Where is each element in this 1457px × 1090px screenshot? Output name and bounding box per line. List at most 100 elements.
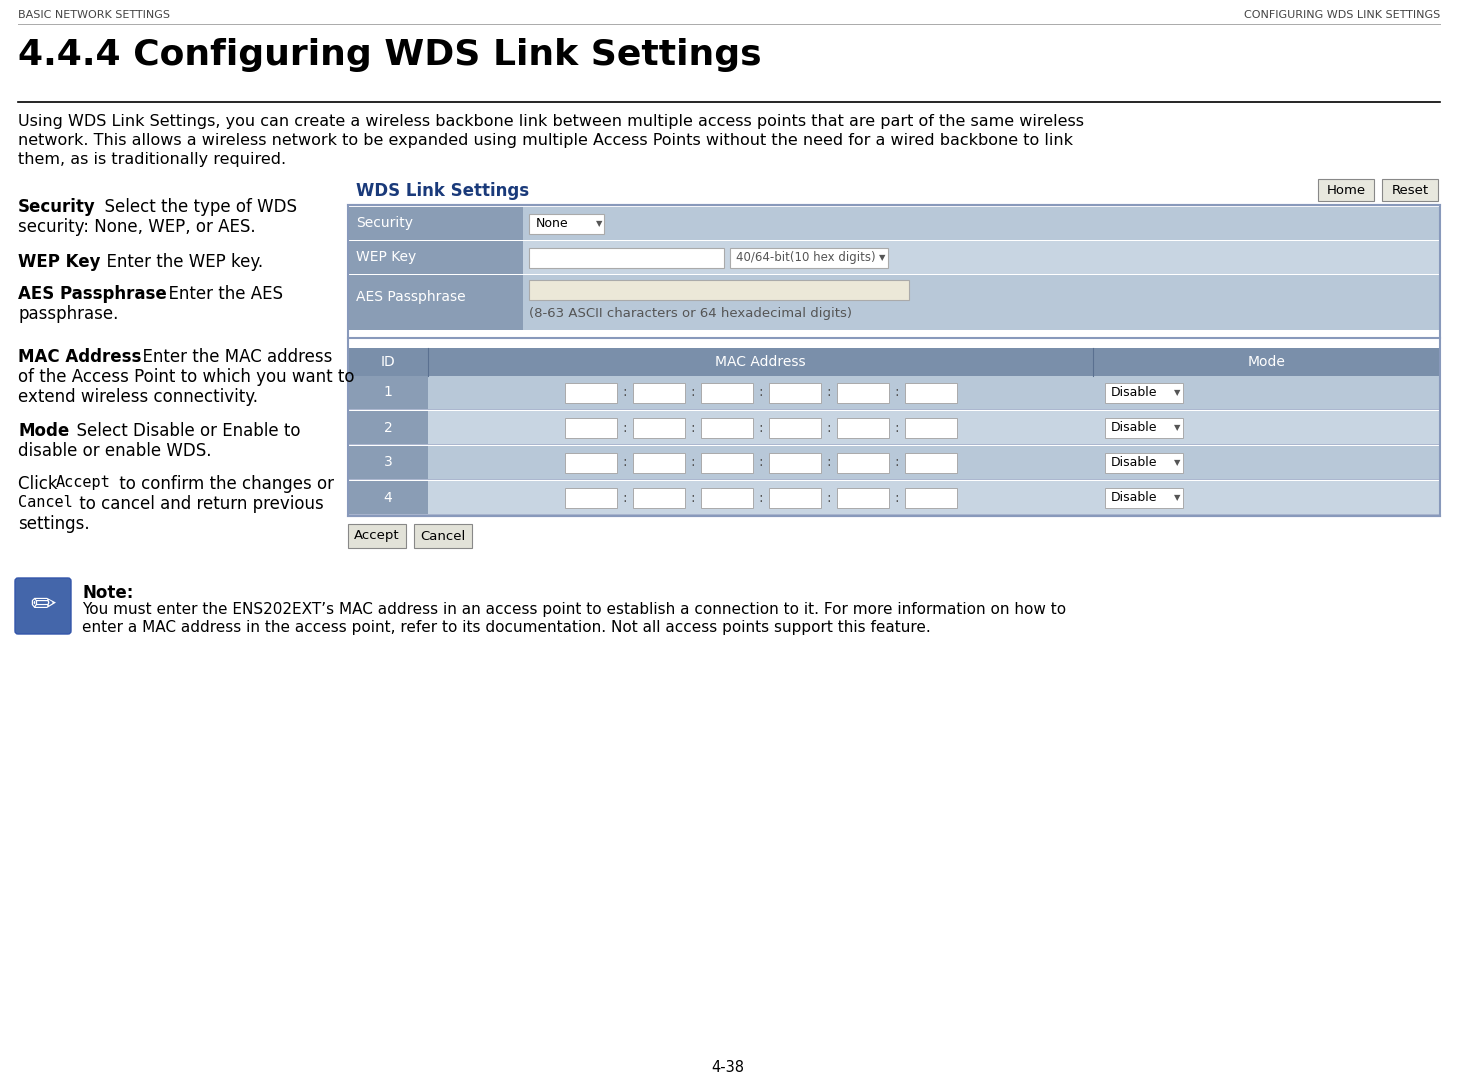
FancyBboxPatch shape <box>348 348 1440 376</box>
Text: AES Passphrase: AES Passphrase <box>356 290 466 303</box>
Text: 40/64-bit(10 hex digits): 40/64-bit(10 hex digits) <box>736 251 876 264</box>
Text: Note:: Note: <box>82 584 134 602</box>
Text: passphrase.: passphrase. <box>17 305 118 323</box>
FancyBboxPatch shape <box>348 446 428 479</box>
FancyBboxPatch shape <box>1104 487 1183 508</box>
FancyBboxPatch shape <box>564 417 616 437</box>
FancyBboxPatch shape <box>768 452 820 472</box>
FancyBboxPatch shape <box>730 247 887 267</box>
FancyBboxPatch shape <box>1104 417 1183 437</box>
FancyBboxPatch shape <box>348 411 1440 444</box>
Text: :: : <box>691 490 695 505</box>
Text: ▼: ▼ <box>1174 388 1180 397</box>
Text: ✏: ✏ <box>31 592 55 620</box>
Text: MAC Address: MAC Address <box>715 355 806 370</box>
Text: Click: Click <box>17 475 63 493</box>
Text: Mode: Mode <box>17 422 70 440</box>
FancyBboxPatch shape <box>348 275 523 330</box>
FancyBboxPatch shape <box>348 275 1440 330</box>
FancyBboxPatch shape <box>348 241 1440 274</box>
Text: :: : <box>758 386 763 400</box>
Text: ID: ID <box>380 355 395 370</box>
Text: :: : <box>895 421 899 435</box>
FancyBboxPatch shape <box>1104 452 1183 472</box>
FancyBboxPatch shape <box>836 417 889 437</box>
Text: Disable: Disable <box>1112 456 1157 469</box>
FancyBboxPatch shape <box>905 383 956 402</box>
Text: :: : <box>826 421 830 435</box>
Text: network. This allows a wireless network to be expanded using multiple Access Poi: network. This allows a wireless network … <box>17 133 1072 148</box>
FancyBboxPatch shape <box>701 487 752 508</box>
FancyBboxPatch shape <box>905 487 956 508</box>
FancyBboxPatch shape <box>1383 179 1438 201</box>
Text: Cancel: Cancel <box>17 495 73 510</box>
Text: Using WDS Link Settings, you can create a wireless backbone link between multipl: Using WDS Link Settings, you can create … <box>17 114 1084 129</box>
FancyBboxPatch shape <box>1319 179 1374 201</box>
Text: :: : <box>895 456 899 470</box>
Text: WEP Key: WEP Key <box>356 251 417 265</box>
Text: to cancel and return previous: to cancel and return previous <box>74 495 323 513</box>
FancyBboxPatch shape <box>529 247 724 267</box>
FancyBboxPatch shape <box>15 578 71 634</box>
FancyBboxPatch shape <box>905 452 956 472</box>
FancyBboxPatch shape <box>632 487 685 508</box>
FancyBboxPatch shape <box>1104 383 1183 402</box>
Text: Security: Security <box>17 198 96 216</box>
Text: ▼: ▼ <box>596 219 603 228</box>
FancyBboxPatch shape <box>529 214 605 233</box>
Text: Disable: Disable <box>1112 421 1157 434</box>
FancyBboxPatch shape <box>701 383 752 402</box>
Text: extend wireless connectivity.: extend wireless connectivity. <box>17 388 258 405</box>
Text: them, as is traditionally required.: them, as is traditionally required. <box>17 152 286 167</box>
FancyBboxPatch shape <box>905 417 956 437</box>
FancyBboxPatch shape <box>414 524 472 548</box>
Text: Enter the WEP key.: Enter the WEP key. <box>96 253 264 271</box>
Text: Mode: Mode <box>1247 355 1285 370</box>
Text: :: : <box>895 490 899 505</box>
Text: ▼: ▼ <box>1174 458 1180 467</box>
FancyBboxPatch shape <box>836 452 889 472</box>
FancyBboxPatch shape <box>348 524 407 548</box>
FancyBboxPatch shape <box>348 207 1440 240</box>
Text: :: : <box>758 490 763 505</box>
Text: Enter the AES: Enter the AES <box>157 284 283 303</box>
Text: 4.4.4 Configuring WDS Link Settings: 4.4.4 Configuring WDS Link Settings <box>17 38 762 72</box>
FancyBboxPatch shape <box>564 487 616 508</box>
Text: :: : <box>691 421 695 435</box>
Text: 3: 3 <box>383 456 392 470</box>
Text: (8-63 ASCII characters or 64 hexadecimal digits): (8-63 ASCII characters or 64 hexadecimal… <box>529 307 852 320</box>
Text: security: None, WEP, or AES.: security: None, WEP, or AES. <box>17 218 255 237</box>
Text: 4-38: 4-38 <box>711 1059 745 1075</box>
FancyBboxPatch shape <box>348 481 428 514</box>
Text: :: : <box>691 456 695 470</box>
Text: ▼: ▼ <box>1174 423 1180 432</box>
Text: Security: Security <box>356 217 412 230</box>
Text: :: : <box>622 456 627 470</box>
Text: :: : <box>826 386 830 400</box>
Text: :: : <box>691 386 695 400</box>
Text: :: : <box>622 421 627 435</box>
Text: Reset: Reset <box>1391 183 1428 196</box>
FancyBboxPatch shape <box>529 280 909 300</box>
FancyBboxPatch shape <box>632 417 685 437</box>
Text: None: None <box>536 217 568 230</box>
Text: You must enter the ENS202EXT’s MAC address in an access point to establish a con: You must enter the ENS202EXT’s MAC addre… <box>82 602 1067 617</box>
FancyBboxPatch shape <box>701 417 752 437</box>
Text: ▼: ▼ <box>1174 493 1180 502</box>
FancyBboxPatch shape <box>768 417 820 437</box>
FancyBboxPatch shape <box>836 487 889 508</box>
FancyBboxPatch shape <box>564 383 616 402</box>
Text: :: : <box>622 490 627 505</box>
Text: MAC Address: MAC Address <box>17 348 141 366</box>
Text: Cancel: Cancel <box>421 530 466 543</box>
Text: Home: Home <box>1326 183 1365 196</box>
Text: disable or enable WDS.: disable or enable WDS. <box>17 443 211 460</box>
Text: 4: 4 <box>383 490 392 505</box>
Text: settings.: settings. <box>17 514 90 533</box>
FancyBboxPatch shape <box>632 452 685 472</box>
Text: 2: 2 <box>383 421 392 435</box>
Text: :: : <box>826 456 830 470</box>
FancyBboxPatch shape <box>768 383 820 402</box>
Text: Disable: Disable <box>1112 386 1157 399</box>
FancyBboxPatch shape <box>564 452 616 472</box>
